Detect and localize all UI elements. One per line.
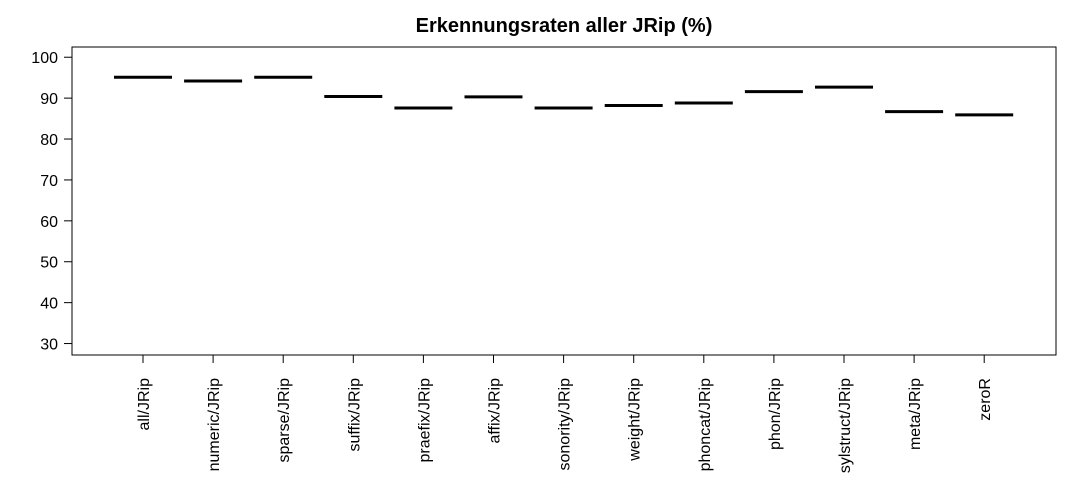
y-tick-label: 90 bbox=[40, 91, 58, 108]
x-tick-label: sonority/JRip bbox=[557, 378, 574, 471]
x-tick-label: sylstruct/JRip bbox=[837, 378, 854, 473]
x-tick-label: suffix/JRip bbox=[346, 378, 363, 452]
y-tick-label: 70 bbox=[40, 173, 58, 190]
x-tick-label: phon/JRip bbox=[767, 378, 784, 450]
x-tick-label: all/JRip bbox=[136, 378, 153, 431]
chart-title: Erkennungsraten aller JRip (%) bbox=[416, 15, 713, 37]
x-tick-label: sparse/JRip bbox=[276, 378, 293, 463]
y-tick-label: 60 bbox=[40, 214, 58, 231]
x-tick-label: zeroR bbox=[977, 378, 994, 421]
plot-area bbox=[71, 46, 1057, 356]
x-tick-label: affix/JRip bbox=[487, 378, 504, 444]
x-tick-label: meta/JRip bbox=[907, 378, 924, 450]
y-tick-label: 40 bbox=[40, 296, 58, 313]
x-tick-label: weight/JRip bbox=[627, 378, 644, 462]
y-tick-label: 80 bbox=[40, 132, 58, 149]
y-tick-label: 50 bbox=[40, 255, 58, 272]
y-axis: 30 40 50 60 70 80 90 100 bbox=[31, 50, 73, 354]
x-axis: all/JRip numeric/JRip sparse/JRip suffix/JR… bbox=[136, 354, 994, 473]
x-tick-label: numeric/JRip bbox=[206, 378, 223, 471]
x-tick-label: phoncat/JRip bbox=[697, 378, 714, 471]
x-tick-label: praefix/JRip bbox=[416, 378, 433, 463]
median-lines bbox=[114, 75, 1014, 117]
y-tick-label: 30 bbox=[40, 337, 58, 354]
y-tick-label: 100 bbox=[31, 50, 58, 67]
